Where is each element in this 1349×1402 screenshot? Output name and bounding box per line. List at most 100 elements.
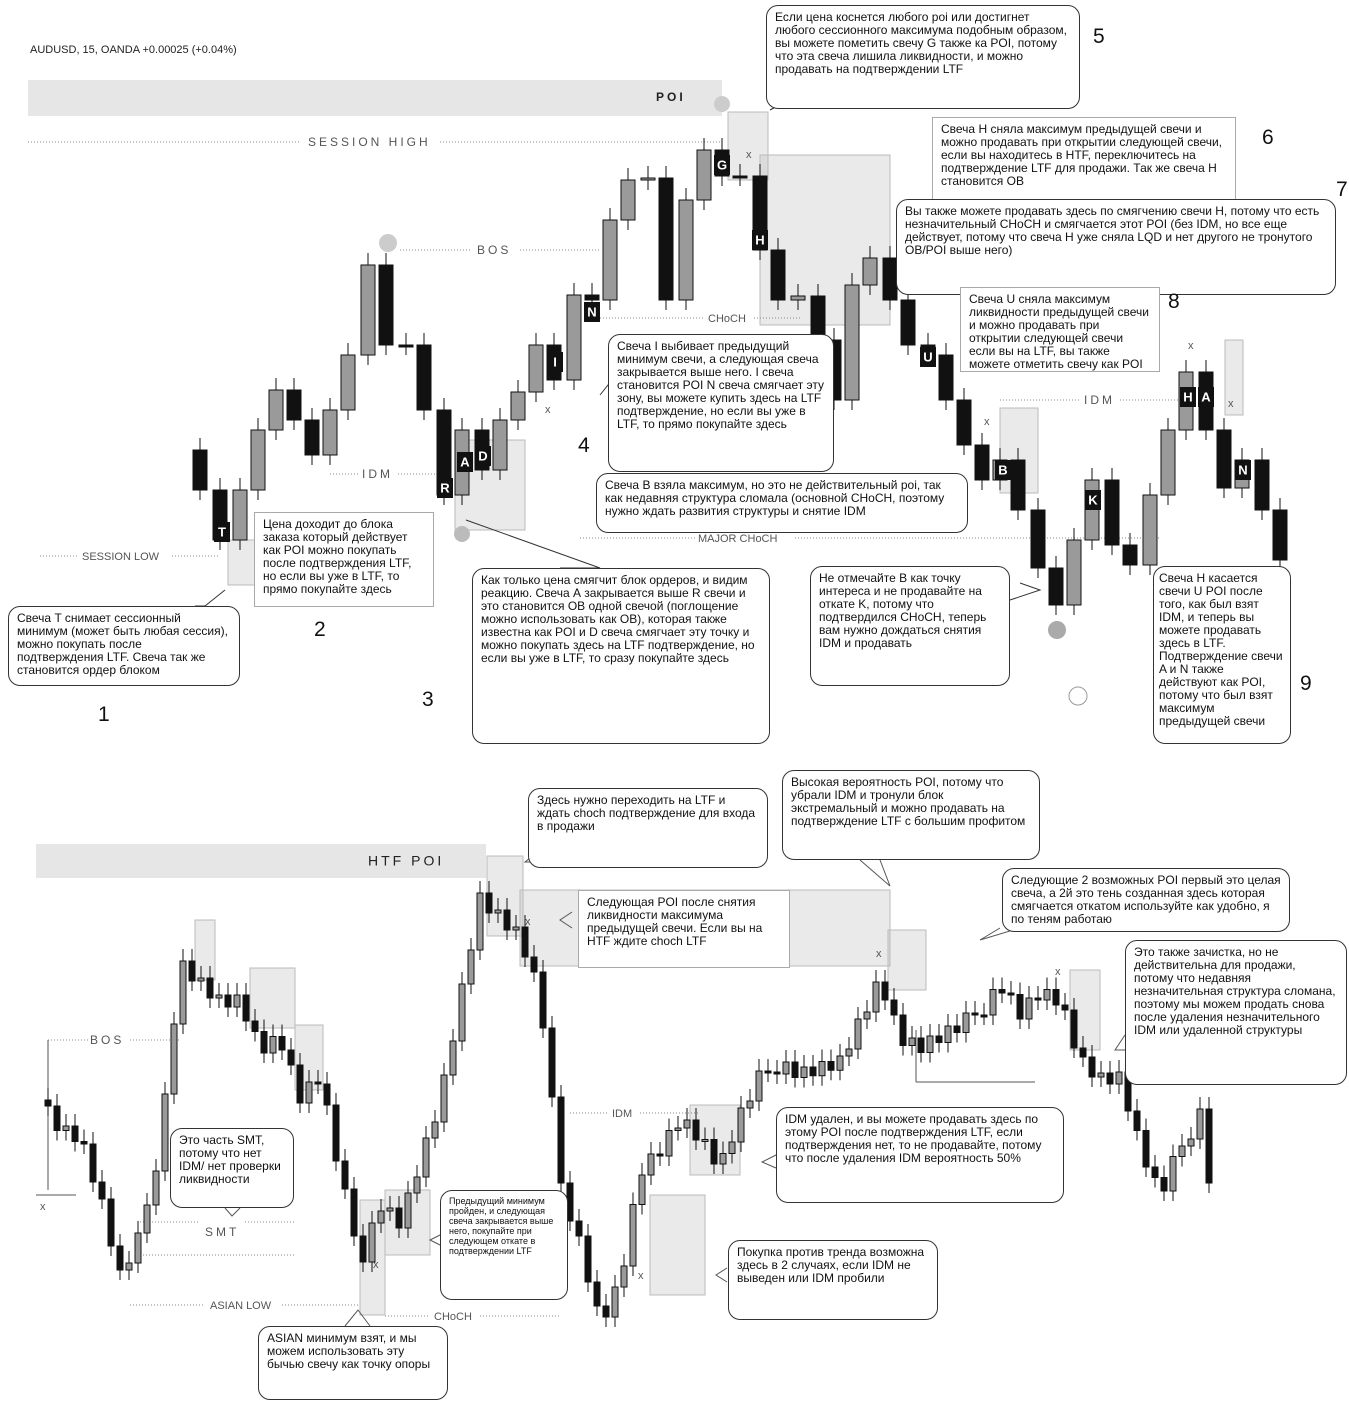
candle [900,299,916,346]
zone [194,919,216,981]
candle [566,294,582,381]
candle [510,391,526,421]
candle [658,177,674,301]
candle [1043,989,1051,1001]
callout: Свеча I выбивает предыдущий минимум свеч… [608,334,834,472]
candle [800,1066,808,1078]
callout: Свеча H касается свечи U POI после того,… [1153,566,1291,744]
candle [908,1037,916,1046]
candle [791,1061,799,1078]
candle [827,1061,835,1071]
zone [486,855,524,937]
candle [62,1125,70,1131]
candle [1066,539,1082,606]
step-number: 4 [578,434,590,457]
letter-box [437,478,453,498]
candle [1088,1056,1096,1078]
candle [413,1176,421,1194]
candle [638,1174,646,1205]
candle [844,284,860,401]
pointer [760,1154,777,1169]
callout: Это часть SMT, потому что нет IDM/ нет п… [170,1128,294,1208]
x-mark: x [40,1201,46,1213]
callout: Цена доходит до блока заказа который дей… [254,512,434,607]
level-label: IDM [612,1108,632,1120]
marker [454,526,470,542]
candle [521,926,529,958]
candle [1160,1177,1168,1192]
candle-letter: N [1238,462,1247,477]
callout: Свеча H сняла максимум предыдущей свечи … [932,117,1236,202]
candle [773,1071,781,1075]
candle [935,1035,943,1043]
pointer [979,927,1021,941]
candle [268,389,284,431]
letter-box [214,522,230,542]
zone [649,1194,706,1296]
candle [974,444,990,481]
marker [1048,621,1066,639]
candle [728,1141,736,1154]
callout: Предыдущий минимум пройден, и следующая … [440,1190,568,1300]
candle [251,1020,259,1032]
callout: Если цена коснется любого poi или достиг… [766,5,1080,109]
candle [359,1235,367,1263]
candle [1016,994,1024,1020]
candle [494,909,502,914]
candle [89,1143,97,1183]
candle [1030,509,1046,569]
zone [249,967,296,1029]
candle [116,1245,124,1271]
candle [492,419,508,471]
candle [143,1204,151,1234]
candle [332,1104,340,1162]
letter-box [457,452,473,472]
candle [629,1204,637,1267]
candle [620,1265,628,1288]
candle [755,1070,763,1102]
candle [1070,1009,1078,1049]
x-mark: x [545,404,551,416]
candle [314,1081,322,1085]
candle [80,1141,88,1145]
candle [233,994,241,1008]
candle [890,999,898,1016]
candle [602,1305,610,1318]
level-label: SMT [205,1225,239,1239]
candle [611,1286,619,1318]
candle [296,1064,304,1104]
pointer [559,911,573,929]
instrument-header: AUDUSD, 15, OANDA +0.00025 (+0.04%) [30,44,237,56]
candle [1196,1108,1204,1140]
candle [1133,1110,1141,1131]
callout: Следующая POI после снятия ликвидности м… [578,890,790,968]
candle [503,909,511,931]
callout: Свеча U сняла максимум ликвидности преды… [960,287,1160,372]
candle [862,257,878,286]
candle-letter: N [587,304,596,319]
candle-letter: H [1183,389,1192,404]
candle [854,1018,862,1050]
letter-box [1198,387,1214,407]
candle [1187,1138,1195,1147]
candle [107,1198,115,1247]
candle [845,1048,853,1057]
candle [368,1222,376,1263]
callout: Высокая вероятность POI, потому что убра… [782,770,1040,860]
candle [416,344,432,411]
candle [836,1055,844,1071]
zone [1224,339,1244,416]
candle [980,1014,988,1018]
candle [926,1035,934,1053]
callout: ASIAN минимум взят, и мы можем использов… [258,1326,448,1400]
candle-letter: R [440,480,450,495]
htf-poi-label: HTF POI [368,853,444,869]
level-label: BOS [90,1033,124,1047]
candle [286,389,302,421]
candle [674,1127,682,1131]
pointer [1009,582,1042,601]
candle [485,892,493,914]
step-number: 6 [1262,126,1274,149]
candle [232,489,248,541]
candle [1104,479,1120,546]
